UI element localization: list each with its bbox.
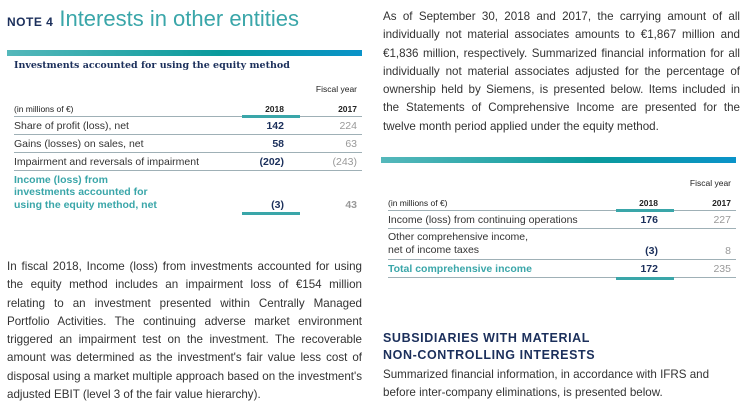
equity-method-table: Fiscal year (in millions of €) 2018 2017… (14, 84, 362, 215)
table-row: Other comprehensive income, net of income… (388, 229, 736, 260)
table-title: Investments accounted for using the equi… (14, 60, 290, 71)
table-row: Gains (losses) on sales, net 58 63 (14, 135, 362, 153)
table-header-bar (7, 50, 362, 56)
note-heading: NOTE 4 Interests in other entities (7, 6, 299, 32)
comprehensive-income-table: Fiscal year (in millions of €) 2018 2017… (388, 178, 736, 280)
col-2018: 2018 (639, 198, 658, 208)
note-label: NOTE 4 (7, 15, 54, 29)
col-2017: 2017 (338, 104, 357, 114)
table-row: Share of profit (loss), net 142 224 (14, 117, 362, 135)
fiscal-year-label: Fiscal year (689, 178, 731, 188)
total-row: Income (loss) from investments accounted … (14, 173, 357, 212)
impairment-paragraph: In fiscal 2018, Income (loss) from inves… (7, 260, 362, 402)
unit-label: (in millions of €) (14, 104, 74, 114)
fiscal-year-label: Fiscal year (315, 84, 357, 94)
associates-paragraph: As of September 30, 2018 and 2017, the c… (383, 10, 740, 133)
col-2018: 2018 (265, 104, 284, 114)
section-text: Summarized financial information, in acc… (383, 368, 710, 400)
unit-label: (in millions of €) (388, 198, 448, 208)
page-title: Interests in other entities (59, 6, 300, 31)
table-header-bar (381, 157, 736, 163)
section-heading: SUBSIDIARIES WITH MATERIAL NON-CONTROLLIN… (383, 331, 596, 362)
table-row: Impairment and reversals of impairment (2… (14, 153, 362, 171)
col-2017: 2017 (712, 198, 731, 208)
total-label: Income (loss) from investments accounted … (14, 173, 157, 211)
table-row: Income (loss) from continuing operations… (388, 211, 736, 229)
total-row: Total comprehensive income 172 235 (388, 260, 736, 278)
